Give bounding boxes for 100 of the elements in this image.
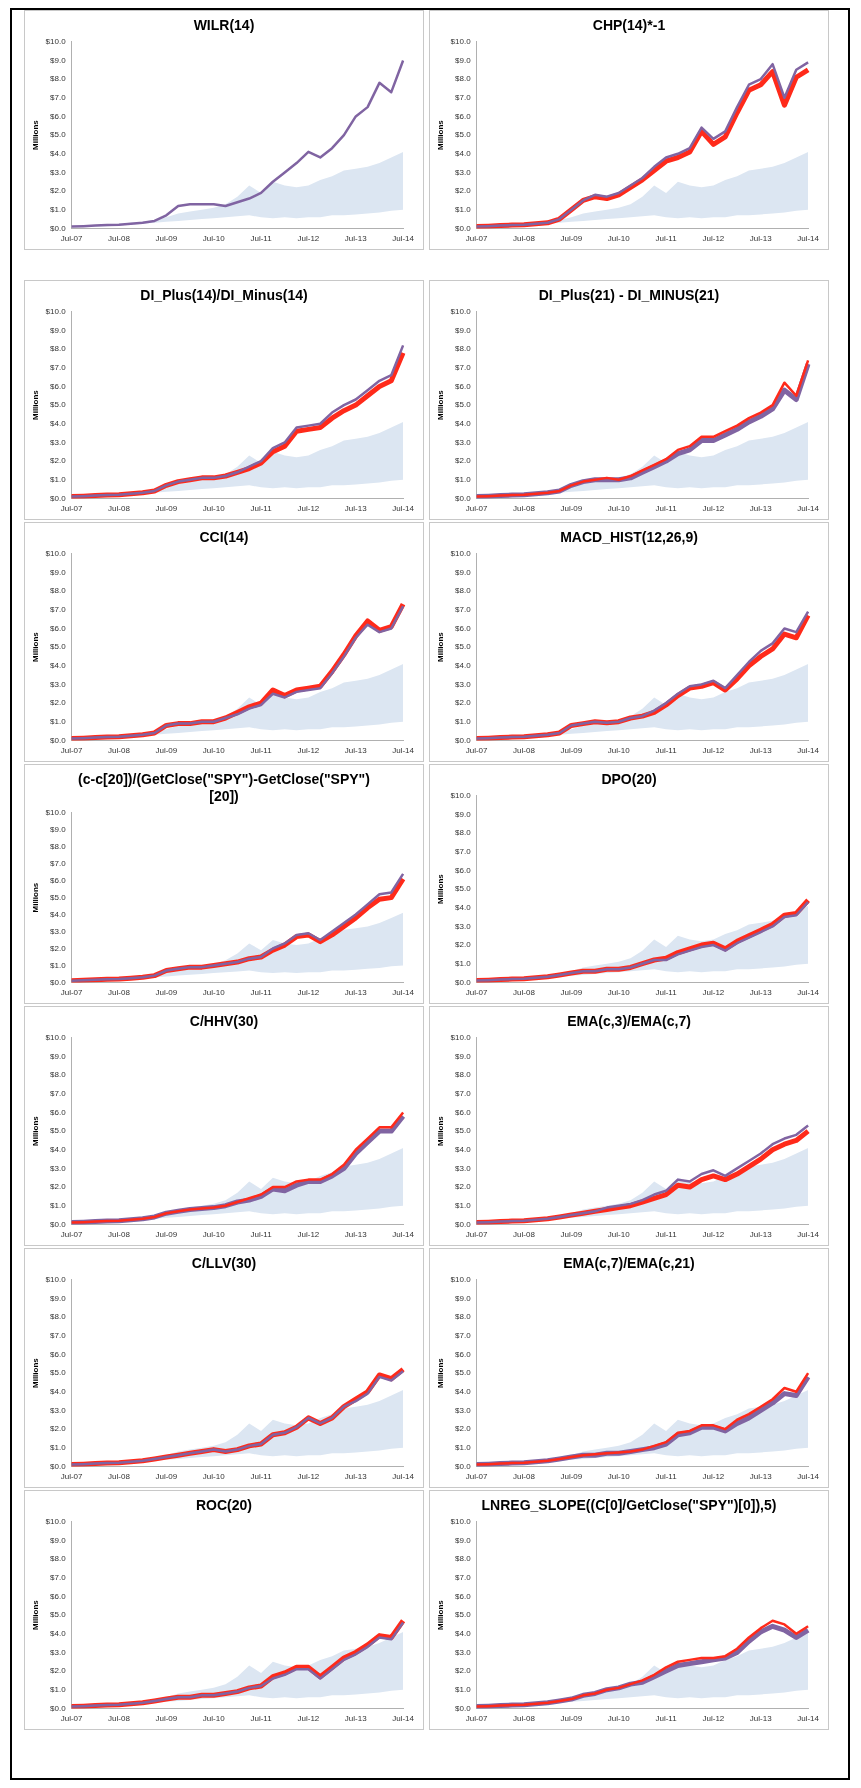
x-tick-label: Jul-08 [513,1714,536,1724]
y-tick-label: $4.0 [455,148,472,158]
y-axis-title: Millions [31,1115,40,1146]
x-tick-label: Jul-14 [797,1472,820,1482]
y-tick-label: $0.0 [455,1703,472,1713]
y-tick-label: $1.0 [455,1200,472,1210]
x-tick-label: Jul-07 [60,234,84,244]
x-tick-label: Jul-13 [749,1230,773,1240]
x-tick-label: Jul-10 [607,1714,631,1724]
x-tick-label: Jul-09 [560,746,583,756]
x-tick-label: Jul-14 [797,504,820,514]
x-tick-label: Jul-12 [297,504,320,514]
y-tick-label: $1.0 [455,1442,472,1452]
y-tick-label: $9.0 [455,1051,472,1061]
y-tick-label: $0.0 [455,493,472,503]
y-tick-label: $7.0 [455,846,472,856]
y-tick-label: $2.0 [455,940,472,950]
y-tick-label: $2.0 [455,186,472,196]
y-tick-label: $0.0 [455,1219,472,1229]
y-tick-label: $8.0 [455,1312,472,1322]
x-tick-label: Jul-08 [108,1472,131,1482]
y-tick-label: $6.0 [50,875,67,885]
x-tick-label: Jul-13 [749,504,773,514]
x-tick-label: Jul-09 [155,988,178,998]
x-tick-label: Jul-07 [465,746,489,756]
y-axis-title: Millions [436,1599,445,1630]
x-tick-label: Jul-12 [297,746,320,756]
y-tick-label: $8.0 [50,74,67,84]
x-tick-label: Jul-14 [392,988,415,998]
y-tick-label: $0.0 [50,735,67,745]
y-tick-label: $10.0 [45,808,67,817]
y-tick-label: $5.0 [50,1368,67,1378]
y-tick-label: $3.0 [50,1405,67,1415]
y-tick-label: $0.0 [50,977,67,987]
y-tick-label: $4.0 [50,418,67,428]
chart-title: LNREG_SLOPE((C[0]/GetClose("SPY")[0]),5) [480,1497,778,1514]
y-tick-label: $8.0 [50,344,67,354]
x-tick-label: Jul-10 [202,504,226,514]
y-tick-label: $7.0 [50,1572,67,1582]
x-tick-label: Jul-11 [250,988,273,998]
x-tick-label: Jul-11 [250,234,273,244]
y-tick-label: $1.0 [455,1684,472,1694]
y-tick-label: $6.0 [50,623,67,633]
x-tick-label: Jul-08 [108,746,131,756]
y-tick-label: $10.0 [45,37,67,46]
chart-title: CHP(14)*-1 [591,17,667,34]
x-tick-label: Jul-14 [797,1230,820,1240]
y-tick-label: $2.0 [50,1424,67,1434]
y-tick-label: $0.0 [455,735,472,745]
y-tick-label: $6.0 [50,111,67,121]
x-tick-label: Jul-10 [607,234,631,244]
y-tick-label: $7.0 [455,1088,472,1098]
x-tick-label: Jul-14 [392,746,415,756]
chart-title: DI_Plus(21) - DI_MINUS(21) [537,287,721,304]
chart-title: EMA(c,3)/EMA(c,7) [566,1013,692,1030]
y-tick-label: $7.0 [50,362,67,372]
y-tick-label: $2.0 [50,1182,67,1192]
x-tick-label: Jul-14 [797,746,820,756]
y-tick-label: $4.0 [455,902,472,912]
x-tick-label: Jul-08 [108,1230,131,1240]
y-tick-label: $5.0 [455,1610,472,1620]
x-tick-label: Jul-11 [250,1472,273,1482]
y-tick-label: $6.0 [455,1349,472,1359]
x-tick-label: Jul-11 [655,1472,678,1482]
y-tick-label: $1.0 [455,958,472,968]
x-tick-label: Jul-07 [60,1230,84,1240]
y-tick-label: $7.0 [50,604,67,614]
y-axis-title: Millions [31,389,40,420]
x-tick-label: Jul-13 [344,504,368,514]
y-tick-label: $2.0 [455,1666,472,1676]
y-tick-label: $10.0 [450,791,472,800]
y-tick-label: $7.0 [455,1330,472,1340]
x-tick-label: Jul-09 [560,234,583,244]
x-tick-label: Jul-09 [560,1714,583,1724]
x-tick-label: Jul-07 [465,234,489,244]
y-tick-label: $3.0 [50,679,67,689]
y-tick-label: $4.0 [50,148,67,158]
y-tick-label: $5.0 [455,884,472,894]
y-tick-label: $8.0 [455,1554,472,1564]
y-tick-label: $1.0 [50,1684,67,1694]
y-tick-label: $8.0 [455,1070,472,1080]
y-tick-label: $10.0 [450,307,472,316]
y-tick-label: $9.0 [455,1293,472,1303]
y-axis-title: Millions [436,1115,445,1146]
y-tick-label: $4.0 [455,660,472,670]
y-tick-label: $5.0 [455,1126,472,1136]
y-tick-label: $9.0 [455,325,472,335]
x-tick-label: Jul-10 [607,1472,631,1482]
y-tick-label: $5.0 [50,400,67,410]
y-tick-label: $2.0 [50,456,67,466]
y-tick-label: $6.0 [455,111,472,121]
x-tick-label: Jul-10 [607,1230,631,1240]
x-tick-label: Jul-13 [344,746,368,756]
x-tick-label: Jul-08 [108,988,131,998]
y-axis-title: Millions [436,119,445,150]
y-tick-label: $5.0 [455,1368,472,1378]
y-tick-label: $2.0 [50,698,67,708]
x-tick-label: Jul-09 [155,1230,178,1240]
y-tick-label: $1.0 [50,474,67,484]
y-tick-label: $8.0 [455,586,472,596]
